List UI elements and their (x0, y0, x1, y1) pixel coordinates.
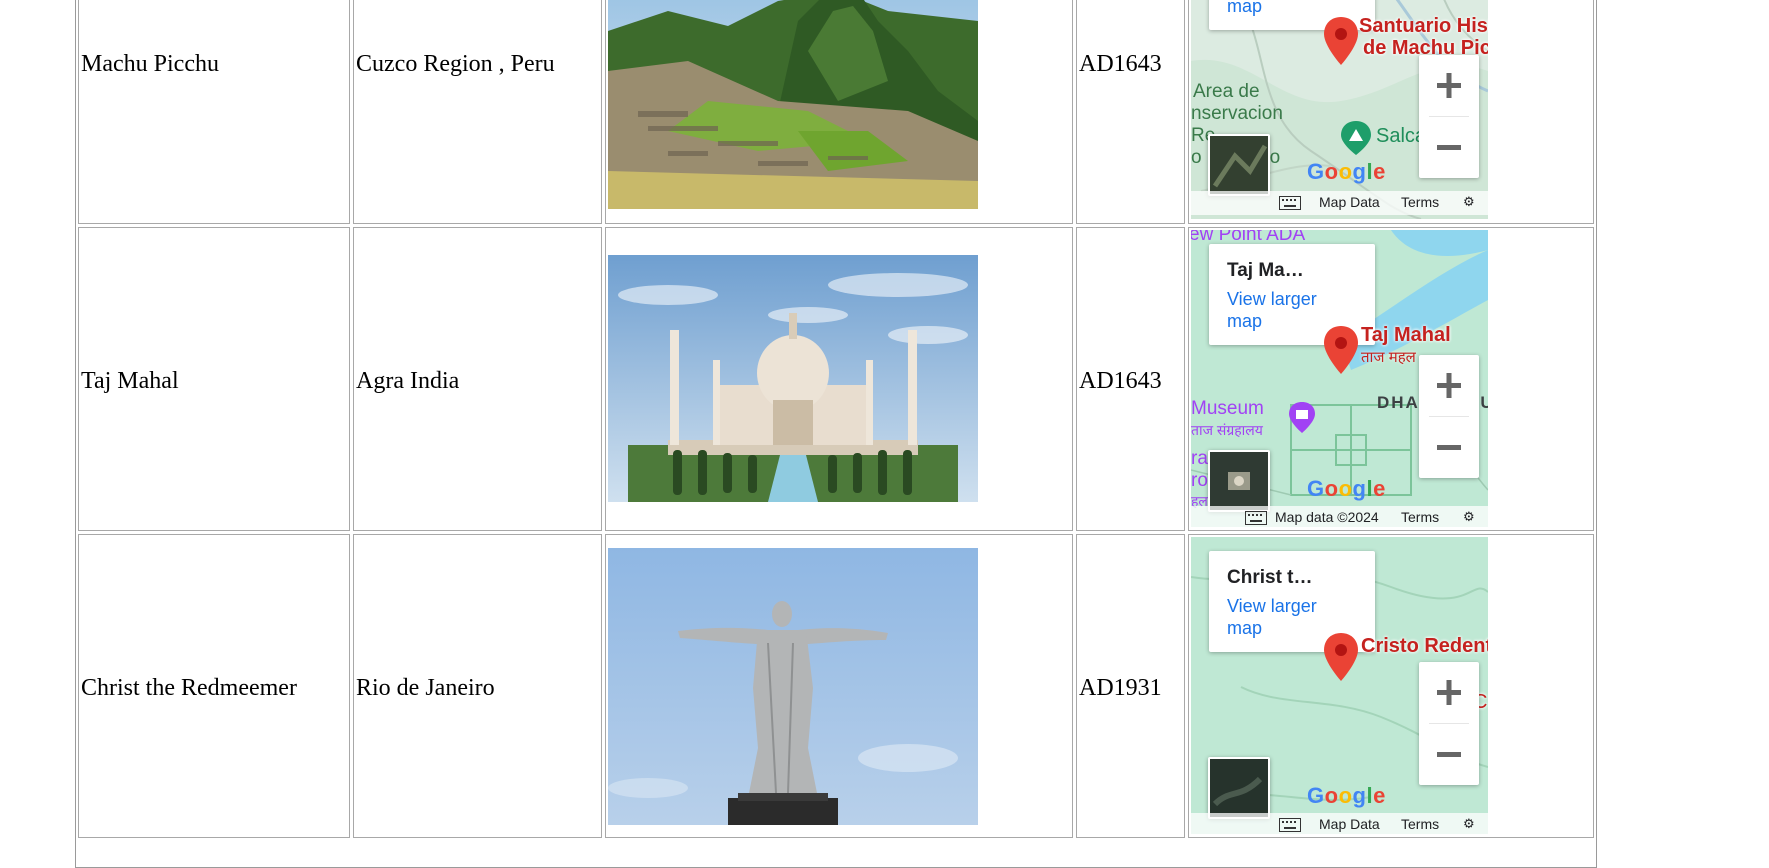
zoom-divider (1429, 723, 1469, 724)
christ-redeemer-photo (608, 548, 978, 825)
google-logo: Google (1307, 783, 1386, 808)
map-attribution-bar: Map Data Terms ⚙ (1191, 813, 1488, 834)
landmark-year: AD1643 (1079, 51, 1162, 77)
google-logo: Google (1307, 476, 1386, 501)
satellite-thumbnail-icon (1210, 452, 1268, 510)
pin-label: Santuario Hist (1359, 15, 1488, 37)
table-cell-location: Cuzco Region , Peru (353, 0, 602, 224)
zoom-divider (1429, 416, 1469, 417)
zoom-in-button[interactable] (1419, 355, 1479, 416)
zoom-out-button[interactable] (1419, 724, 1479, 785)
table-cell-map: ew Point ADA Taj Ma… View larger map Taj… (1188, 227, 1594, 531)
map-fragment-label: ro (1191, 470, 1208, 491)
satellite-toggle[interactable] (1208, 757, 1270, 819)
zoom-in-button[interactable] (1419, 55, 1479, 116)
landmark-year: AD1931 (1079, 675, 1162, 701)
pin-label: Cristo Redent (1361, 635, 1488, 657)
table-cell-name: Machu Picchu (78, 0, 350, 224)
place-title: Christ t… (1227, 567, 1313, 588)
terms-link[interactable]: Terms (1401, 194, 1440, 210)
landmark-year: AD1643 (1079, 368, 1162, 394)
table-cell-map: Christ t… View larger map Cristo Redent … (1188, 534, 1594, 838)
satellite-toggle[interactable] (1208, 134, 1270, 196)
table-cell-year: AD1643 (1076, 0, 1185, 224)
map-fragment-label: ra (1191, 448, 1208, 469)
zoom-in-button[interactable] (1419, 662, 1479, 723)
map-pin-icon[interactable] (1321, 15, 1361, 67)
landmark-name: Machu Picchu (81, 51, 219, 77)
table-cell-photo (605, 227, 1073, 531)
report-issue-icon[interactable]: ⚙ (1463, 816, 1475, 831)
table-cell-location: Rio de Janeiro (353, 534, 602, 838)
embedded-map[interactable]: Christ t… View larger map Cristo Redent … (1191, 537, 1488, 834)
minus-icon (1437, 145, 1461, 150)
view-larger-map-link[interactable]: View larger map (1227, 289, 1317, 331)
satellite-toggle[interactable] (1208, 450, 1270, 512)
map-attribution-bar: Map data ©2024 Terms ⚙ (1191, 506, 1488, 527)
place-title: Taj Ma… (1227, 260, 1304, 281)
pin-label-local: ताज महल (1361, 349, 1416, 366)
landmark-location: Cuzco Region , Peru (356, 51, 555, 77)
map-area-label: o (1191, 147, 1202, 168)
plus-icon (1437, 73, 1461, 98)
terms-link[interactable]: Terms (1401, 509, 1440, 525)
landmark-location: Rio de Janeiro (356, 675, 495, 701)
museum-marker-icon[interactable] (1287, 400, 1317, 436)
keyboard-icon[interactable] (1245, 511, 1267, 525)
minus-icon (1437, 752, 1461, 757)
pin-label: Taj Mahal (1361, 324, 1451, 346)
museum-label: Museum (1191, 398, 1264, 419)
terms-link[interactable]: Terms (1401, 816, 1440, 832)
district-label: DHA (1377, 393, 1420, 412)
view-larger-map-link[interactable]: View larger map (1227, 596, 1317, 638)
landmark-name: Christ the Redmeemer (81, 675, 297, 701)
pin-label-line2: de Machu Pic (1363, 37, 1488, 59)
museum-label-local: ताज संग्रहालय (1191, 422, 1263, 438)
embedded-map[interactable]: map Santuario Hist de Machu Pic Area de … (1191, 0, 1488, 219)
map-road-label: ew Point ADA (1191, 230, 1306, 245)
map-area-label: nservacion (1191, 103, 1283, 124)
keyboard-icon[interactable] (1279, 196, 1301, 210)
map-area-label: Area de (1193, 81, 1260, 102)
map-data-link[interactable]: Map data ©2024 (1275, 509, 1379, 525)
taj-mahal-photo (608, 255, 978, 502)
embedded-map[interactable]: ew Point ADA Taj Ma… View larger map Taj… (1191, 230, 1488, 527)
table-cell-name: Christ the Redmeemer (78, 534, 350, 838)
machu-picchu-photo (608, 0, 978, 209)
zoom-divider (1429, 116, 1469, 117)
zoom-controls (1419, 55, 1479, 178)
zoom-controls (1419, 355, 1479, 478)
zoom-out-button[interactable] (1419, 417, 1479, 478)
park-marker-icon[interactable] (1339, 119, 1373, 157)
zoom-out-button[interactable] (1419, 117, 1479, 178)
plus-icon (1437, 680, 1461, 705)
plus-icon (1437, 373, 1461, 398)
satellite-thumbnail-icon (1210, 136, 1268, 194)
keyboard-icon[interactable] (1279, 818, 1301, 832)
map-data-link[interactable]: Map Data (1319, 816, 1380, 832)
landmark-location: Agra India (356, 368, 460, 394)
table-cell-location: Agra India (353, 227, 602, 531)
map-attribution-bar: Map Data Terms ⚙ (1191, 191, 1488, 215)
minus-icon (1437, 445, 1461, 450)
map-data-link[interactable]: Map Data (1319, 194, 1380, 210)
table-cell-year: AD1643 (1076, 227, 1185, 531)
table-cell-photo (605, 0, 1073, 224)
google-logo: Google (1307, 159, 1386, 184)
place-info-card: Taj Ma… View larger map (1209, 244, 1375, 345)
report-issue-icon[interactable]: ⚙ (1463, 194, 1475, 209)
table-cell-year: AD1931 (1076, 534, 1185, 838)
view-larger-map-link[interactable]: map (1227, 0, 1263, 16)
table-cell-name: Taj Mahal (78, 227, 350, 531)
table-cell-map: map Santuario Hist de Machu Pic Area de … (1188, 0, 1594, 224)
report-issue-icon[interactable]: ⚙ (1463, 509, 1475, 524)
map-pin-icon[interactable] (1321, 631, 1361, 683)
table-cell-photo (605, 534, 1073, 838)
zoom-controls (1419, 662, 1479, 785)
map-pin-icon[interactable] (1321, 324, 1361, 376)
satellite-thumbnail-icon (1210, 759, 1268, 817)
poi-label: Salca (1376, 125, 1427, 147)
landmark-name: Taj Mahal (81, 368, 179, 394)
